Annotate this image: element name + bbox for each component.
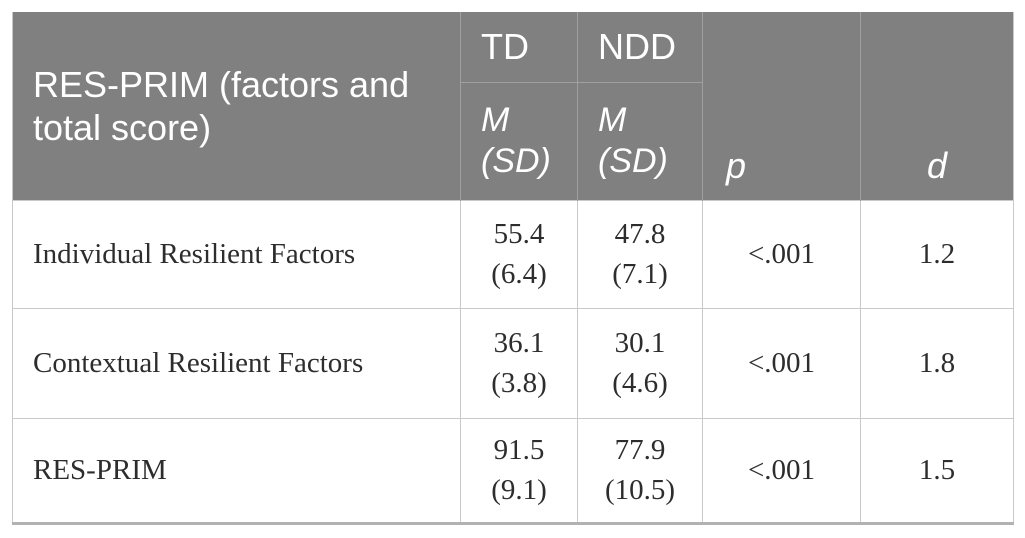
column-header-td: TD xyxy=(460,12,578,83)
sd-value: (10.5) xyxy=(604,474,676,506)
mean-value: 36.1 xyxy=(493,327,545,359)
cell-d-value: 1.5 xyxy=(860,417,1014,524)
m-label: M xyxy=(598,101,627,139)
mean-value: 77.9 xyxy=(614,434,666,466)
table-row-res-prim-total: RES-PRIM 91.5 (9.1) 77.9 (10.5) <.001 1.… xyxy=(12,417,1014,524)
cell-p-value: <.001 xyxy=(702,307,861,419)
sd-value: (9.1) xyxy=(491,474,547,506)
mean-value: 91.5 xyxy=(493,434,545,466)
row-label: Individual Resilient Factors xyxy=(12,199,461,309)
mean-value: 30.1 xyxy=(614,327,666,359)
row-label: RES-PRIM xyxy=(12,417,461,524)
cell-ndd-m-sd: 47.8 (7.1) xyxy=(577,199,703,309)
cell-ndd-m-sd: 30.1 (4.6) xyxy=(577,307,703,419)
table-row-contextual-factors: Contextual Resilient Factors 36.1 (3.8) … xyxy=(12,307,1014,419)
subheader-td-m-sd: M (SD) xyxy=(460,82,578,200)
m-label: M xyxy=(481,101,510,139)
cell-p-value: <.001 xyxy=(702,417,861,524)
table-body: Individual Resilient Factors 55.4 (6.4) … xyxy=(12,199,1014,524)
cell-td-m-sd: 36.1 (3.8) xyxy=(460,307,578,419)
table-row-individual-factors: Individual Resilient Factors 55.4 (6.4) … xyxy=(12,199,1014,309)
cell-d-value: 1.2 xyxy=(860,199,1014,309)
mean-value: 55.4 xyxy=(493,218,545,250)
res-prim-comparison-table: RES-PRIM (factors and total score) TD ND… xyxy=(12,12,1014,525)
cell-p-value: <.001 xyxy=(702,199,861,309)
mean-value: 47.8 xyxy=(614,218,666,250)
sd-value: (3.8) xyxy=(491,367,547,399)
sd-value: (7.1) xyxy=(612,258,668,290)
sd-value: (4.6) xyxy=(612,367,668,399)
sd-label: (SD) xyxy=(481,142,551,180)
column-header-ndd: NDD xyxy=(577,12,703,83)
subheader-ndd-m-sd: M (SD) xyxy=(577,82,703,200)
row-label: Contextual Resilient Factors xyxy=(12,307,461,419)
column-header-p: p xyxy=(702,12,861,200)
cell-td-m-sd: 91.5 (9.1) xyxy=(460,417,578,524)
table-header: RES-PRIM (factors and total score) TD ND… xyxy=(12,12,1014,200)
header-subrow: M (SD) M (SD) xyxy=(13,82,1014,200)
column-header-d: d xyxy=(860,12,1014,200)
sd-value: (6.4) xyxy=(491,258,547,290)
cell-td-m-sd: 55.4 (6.4) xyxy=(460,199,578,309)
cell-d-value: 1.8 xyxy=(860,307,1014,419)
sd-label: (SD) xyxy=(598,142,668,180)
corner-header-res-prim: RES-PRIM (factors and total score) xyxy=(12,12,461,200)
header-group-row: RES-PRIM (factors and total score) TD ND… xyxy=(12,12,1014,200)
cell-ndd-m-sd: 77.9 (10.5) xyxy=(577,417,703,524)
